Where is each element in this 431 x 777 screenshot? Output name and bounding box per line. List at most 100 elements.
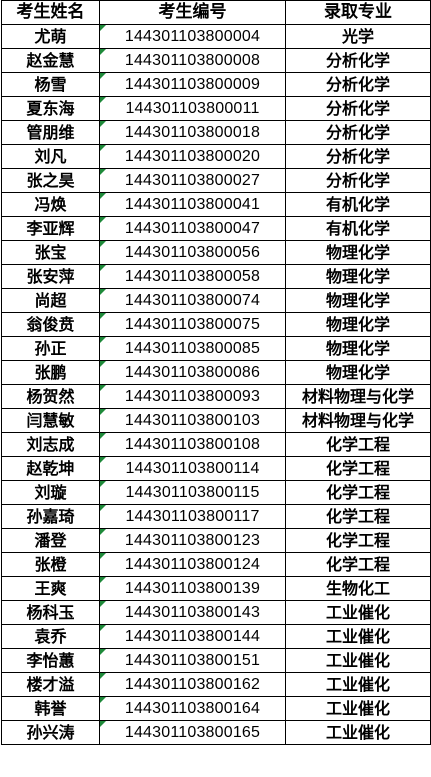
cell-id: 144301103800162 bbox=[99, 672, 286, 697]
cell-major: 材料物理与化学 bbox=[285, 384, 431, 409]
cell-id-text: 144301103800114 bbox=[125, 460, 260, 477]
cell-name: 楼才溢 bbox=[1, 672, 100, 697]
cell-id: 144301103800164 bbox=[99, 696, 286, 721]
cell-major: 工业催化 bbox=[285, 696, 431, 721]
cell-major: 工业催化 bbox=[285, 600, 431, 625]
cell-name: 杨雪 bbox=[1, 72, 100, 97]
text-format-marker-icon bbox=[100, 505, 106, 511]
text-format-marker-icon bbox=[100, 409, 106, 415]
text-format-marker-icon bbox=[100, 457, 106, 463]
cell-major: 工业催化 bbox=[285, 648, 431, 673]
text-format-marker-icon bbox=[100, 145, 106, 151]
text-format-marker-icon bbox=[100, 121, 106, 127]
cell-name: 张之昊 bbox=[1, 168, 100, 193]
cell-id-text: 144301103800020 bbox=[124, 148, 261, 165]
cell-name: 李亚辉 bbox=[1, 216, 100, 241]
cell-major: 物理化学 bbox=[285, 360, 431, 385]
cell-id: 144301103800075 bbox=[99, 312, 286, 337]
cell-id: 144301103800027 bbox=[99, 168, 286, 193]
text-format-marker-icon bbox=[100, 49, 106, 55]
cell-id: 144301103800115 bbox=[99, 480, 286, 505]
cell-id: 144301103800074 bbox=[99, 288, 286, 313]
table-row: 刘凡 144301103800020 分析化学 bbox=[1, 144, 431, 169]
cell-id-text: 144301103800139 bbox=[124, 580, 261, 597]
cell-major: 化学工程 bbox=[285, 432, 431, 457]
cell-major: 有机化学 bbox=[285, 216, 431, 241]
table-row: 翁俊贲 144301103800075 物理化学 bbox=[1, 312, 431, 337]
table-body: 尤萌 144301103800004 光学 赵金慧 144301103800008 分析化… bbox=[1, 24, 431, 745]
table-row: 杨贺然 144301103800093 材料物理与化学 bbox=[1, 384, 431, 409]
cell-name: 张橙 bbox=[1, 552, 100, 577]
cell-id: 144301103800143 bbox=[99, 600, 286, 625]
cell-name: 韩誉 bbox=[1, 696, 100, 721]
text-format-marker-icon bbox=[100, 721, 106, 727]
cell-id-text: 144301103800143 bbox=[124, 604, 261, 621]
cell-id-text: 144301103800124 bbox=[124, 556, 261, 573]
cell-major: 有机化学 bbox=[285, 192, 431, 217]
table-row: 管朋维 144301103800018 分析化学 bbox=[1, 120, 431, 145]
table-row: 赵金慧 144301103800008 分析化学 bbox=[1, 48, 431, 73]
cell-major: 工业催化 bbox=[285, 624, 431, 649]
text-format-marker-icon bbox=[100, 553, 106, 559]
table-row: 张安萍 144301103800058 物理化学 bbox=[1, 264, 431, 289]
cell-major: 工业催化 bbox=[285, 672, 431, 697]
text-format-marker-icon bbox=[100, 529, 106, 535]
cell-id: 144301103800085 bbox=[99, 336, 286, 361]
table-row: 潘登 144301103800123 化学工程 bbox=[1, 528, 431, 553]
cell-id: 144301103800144 bbox=[99, 624, 286, 649]
cell-major: 化学工程 bbox=[285, 504, 431, 529]
cell-name: 翁俊贲 bbox=[1, 312, 100, 337]
cell-id: 144301103800086 bbox=[99, 360, 286, 385]
cell-id: 144301103800056 bbox=[99, 240, 286, 265]
cell-id: 144301103800020 bbox=[99, 144, 286, 169]
cell-major: 生物化工 bbox=[285, 576, 431, 601]
table-row: 刘璇 144301103800115 化学工程 bbox=[1, 480, 431, 505]
cell-major: 化学工程 bbox=[285, 552, 431, 577]
header-major: 录取专业 bbox=[285, 0, 431, 25]
cell-id-text: 144301103800165 bbox=[124, 724, 261, 741]
cell-major: 分析化学 bbox=[285, 120, 431, 145]
cell-id: 144301103800004 bbox=[99, 24, 286, 49]
cell-name: 夏东海 bbox=[1, 96, 100, 121]
cell-id-text: 144301103800085 bbox=[124, 340, 261, 357]
cell-name: 刘志成 bbox=[1, 432, 100, 457]
cell-id: 144301103800018 bbox=[99, 120, 286, 145]
table-row: 尤萌 144301103800004 光学 bbox=[1, 24, 431, 49]
cell-id-text: 144301103800151 bbox=[124, 652, 261, 669]
text-format-marker-icon bbox=[100, 73, 106, 79]
cell-id-text: 144301103800011 bbox=[125, 100, 260, 117]
cell-major: 化学工程 bbox=[285, 480, 431, 505]
cell-name: 杨科玉 bbox=[1, 600, 100, 625]
cell-major: 物理化学 bbox=[285, 288, 431, 313]
text-format-marker-icon bbox=[100, 625, 106, 631]
table-row: 赵乾坤 144301103800114 化学工程 bbox=[1, 456, 431, 481]
cell-major: 物理化学 bbox=[285, 264, 431, 289]
cell-major: 物理化学 bbox=[285, 240, 431, 265]
cell-id-text: 144301103800115 bbox=[125, 484, 260, 501]
cell-id-text: 144301103800117 bbox=[125, 508, 260, 525]
text-format-marker-icon bbox=[100, 697, 106, 703]
text-format-marker-icon bbox=[100, 25, 106, 31]
cell-id: 144301103800117 bbox=[99, 504, 286, 529]
cell-major: 分析化学 bbox=[285, 48, 431, 73]
table-row: 刘志成 144301103800108 化学工程 bbox=[1, 432, 431, 457]
text-format-marker-icon bbox=[100, 601, 106, 607]
cell-id-text: 144301103800123 bbox=[124, 532, 261, 549]
cell-id: 144301103800103 bbox=[99, 408, 286, 433]
cell-name: 尤萌 bbox=[1, 24, 100, 49]
cell-name: 刘璇 bbox=[1, 480, 100, 505]
text-format-marker-icon bbox=[100, 313, 106, 319]
text-format-marker-icon bbox=[100, 265, 106, 271]
text-format-marker-icon bbox=[100, 337, 106, 343]
table-row: 韩誉 144301103800164 工业催化 bbox=[1, 696, 431, 721]
text-format-marker-icon bbox=[100, 481, 106, 487]
table-row: 夏东海 144301103800011 分析化学 bbox=[1, 96, 431, 121]
cell-id: 144301103800108 bbox=[99, 432, 286, 457]
cell-name: 张宝 bbox=[1, 240, 100, 265]
cell-name: 袁乔 bbox=[1, 624, 100, 649]
cell-major: 光学 bbox=[285, 24, 431, 49]
cell-id: 144301103800114 bbox=[99, 456, 286, 481]
cell-name: 刘凡 bbox=[1, 144, 100, 169]
table-row: 张宝 144301103800056 物理化学 bbox=[1, 240, 431, 265]
cell-id-text: 144301103800058 bbox=[124, 268, 261, 285]
